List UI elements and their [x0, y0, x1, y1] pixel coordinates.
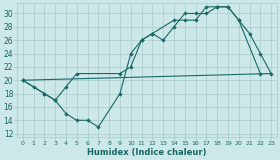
X-axis label: Humidex (Indice chaleur): Humidex (Indice chaleur) [87, 148, 207, 156]
